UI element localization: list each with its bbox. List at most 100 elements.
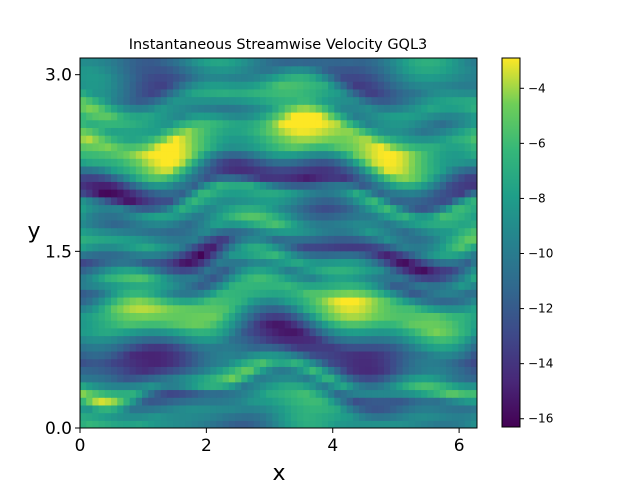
heatmap-cell [266,243,273,252]
heatmap-cell [266,219,273,229]
heatmap-cell [340,135,348,144]
heatmap-cell [346,227,354,236]
heatmap-cell [241,266,249,275]
heatmap-cell [247,204,255,213]
heatmap-cell [315,389,323,398]
heatmap-cell [464,420,472,428]
heatmap-cell [303,404,311,414]
heatmap-cell [352,196,360,206]
heatmap-cell [86,250,93,260]
heatmap-cell [98,389,106,398]
heatmap-cell [396,404,404,414]
heatmap-cell [135,374,143,383]
heatmap-cell [235,196,242,206]
heatmap-cell [321,389,329,398]
heatmap-cell [197,135,205,144]
heatmap-cell [247,289,255,298]
heatmap-cell [80,173,87,182]
heatmap-cell [222,243,230,252]
heatmap-cell [278,181,286,190]
heatmap-cell [204,165,211,175]
heatmap-cell [272,150,280,159]
heatmap-cell [216,374,224,383]
heatmap-cell [365,366,373,375]
heatmap-cell [247,158,255,167]
heatmap-cell [452,281,459,290]
heatmap-cell [408,320,416,329]
heatmap-cell [284,135,292,144]
heatmap-cell [458,127,466,136]
heatmap-cell [98,158,106,167]
heatmap-cell [111,366,118,375]
heatmap-cell [452,358,459,367]
heatmap-cell [321,289,329,298]
heatmap-cell [148,366,156,375]
heatmap-cell [297,266,304,275]
heatmap-cell [166,173,174,182]
heatmap-cell [204,343,211,352]
heatmap-cell [166,204,174,213]
heatmap-cell [179,343,187,352]
heatmap-cell [365,196,373,206]
heatmap-cell [390,250,397,260]
heatmap-cell [235,296,242,306]
heatmap-cell [80,327,87,337]
heatmap-cell [452,219,459,229]
heatmap-cell [439,158,447,167]
heatmap-cell [154,119,162,128]
heatmap-cell [135,381,143,391]
heatmap-cell [470,289,477,298]
heatmap-cell [235,135,242,144]
heatmap-cell [346,189,354,198]
heatmap-cell [104,196,112,206]
heatmap-cell [452,273,459,283]
heatmap-cell [433,320,441,329]
heatmap-cell [396,374,404,383]
heatmap-cell [278,304,286,313]
heatmap-cell [80,165,87,175]
heatmap-cell [303,196,311,206]
heatmap-cell [92,96,100,105]
heatmap-cell [210,227,218,236]
heatmap-cell [421,96,428,105]
heatmap-cell [259,397,267,406]
heatmap-cell [129,420,137,428]
heatmap-cell [464,227,472,236]
heatmap-cell [278,158,286,167]
heatmap-cell [470,235,477,244]
heatmap-cell [278,358,286,367]
heatmap-cell [247,212,255,221]
heatmap-cell [241,397,249,406]
heatmap-cell [148,350,156,360]
heatmap-cell [402,189,410,198]
heatmap-cell [160,73,168,82]
heatmap-cell [179,320,187,329]
heatmap-cell [148,327,156,337]
heatmap-cell [92,173,100,182]
heatmap-cell [383,266,391,275]
heatmap-cell [142,266,149,275]
heatmap-cell [204,181,211,190]
heatmap-cell [421,58,428,67]
heatmap-cell [247,258,255,267]
heatmap-cell [352,173,360,182]
heatmap-cell [390,158,397,167]
heatmap-cell [272,273,280,283]
heatmap-cell [402,273,410,283]
heatmap-cell [321,404,329,414]
heatmap-cell [408,366,416,375]
heatmap-cell [148,204,156,213]
heatmap-cell [303,389,311,398]
heatmap-cell [439,58,447,67]
heatmap-cell [123,212,131,221]
heatmap-cell [266,212,273,221]
heatmap-cell [111,381,118,391]
heatmap-cell [408,243,416,252]
heatmap-cell [390,119,397,128]
heatmap-cell [396,135,404,144]
heatmap-cell [166,96,174,105]
heatmap-cell [191,173,199,182]
heatmap-cell [266,420,273,428]
heatmap-cell [154,104,162,113]
